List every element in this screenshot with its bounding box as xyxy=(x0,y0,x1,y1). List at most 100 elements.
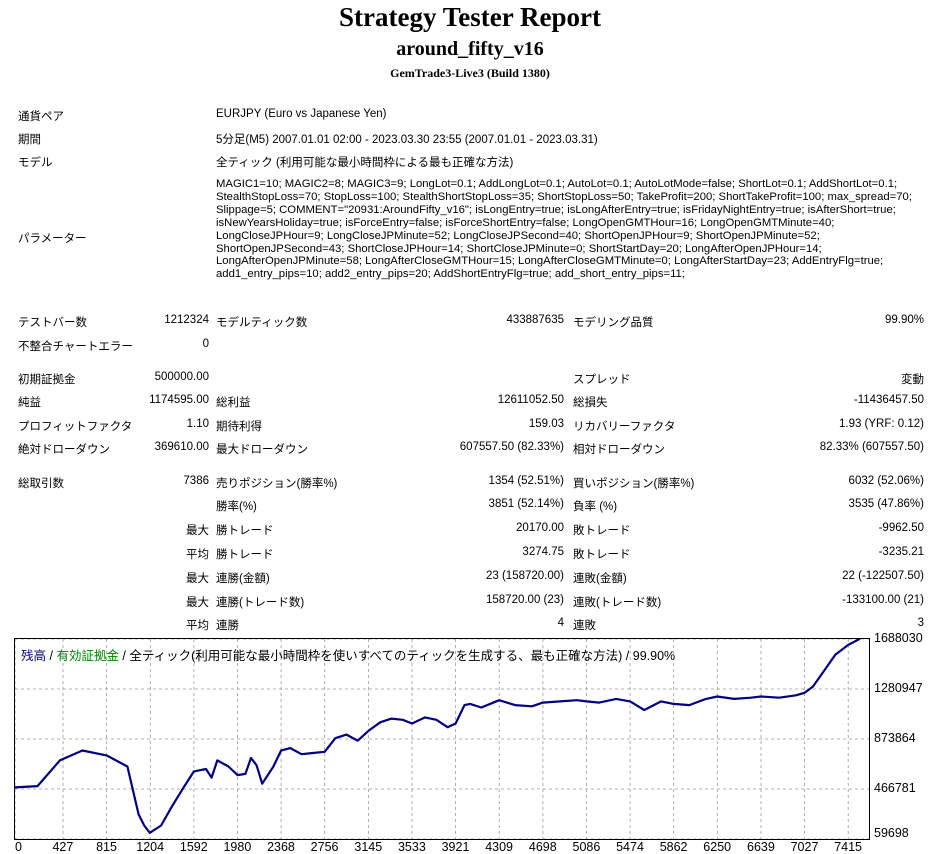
rel-drawdown-label: 相対ドローダウン xyxy=(573,444,665,456)
loss-rate-value: 3535 (47.86%) xyxy=(848,498,924,510)
avg-consec-wins-label: 連勝 xyxy=(216,620,239,632)
consec-wins-money-value: 23 (158720.00) xyxy=(485,570,564,582)
total-trades-label: 総取引数 xyxy=(18,478,64,490)
consec-wins-money-label: 連勝(金額) xyxy=(216,573,270,585)
x-tick-5086: 5086 xyxy=(572,840,601,854)
x-tick-6639: 6639 xyxy=(747,840,775,854)
consec-losses-count-value: -133100.00 (21) xyxy=(842,594,924,606)
avg-win-value: 3274.75 xyxy=(522,546,564,558)
mismatch-label: 不整合チャートエラー xyxy=(18,341,133,353)
avg-label-2: 平均 xyxy=(186,620,209,632)
report-title: Strategy Tester Report xyxy=(339,2,601,32)
period-value: 5分足(M5) 2007.01.01 02:00 - 2023.03.30 23… xyxy=(216,134,598,146)
profit-factor-value: 1.10 xyxy=(186,418,209,430)
avg-label: 平均 xyxy=(186,549,209,561)
consec-losses-money-value: 22 (-122507.50) xyxy=(842,570,924,582)
x-tick-6250: 6250 xyxy=(703,840,732,854)
balance-chart: 残高 / 有効証拠金 / 全ティック(利用可能な最小時間枠を使いすべてのティック… xyxy=(14,638,870,840)
y-tick-873864: 873864 xyxy=(874,731,916,745)
period-label: 期間 xyxy=(18,134,41,146)
consec-wins-count-label: 連勝(トレード数) xyxy=(216,597,305,609)
x-tick-3145: 3145 xyxy=(354,840,383,854)
x-tick-5474: 5474 xyxy=(616,840,644,854)
params-label: パラメーター xyxy=(18,233,87,245)
deposit-value: 500000.00 xyxy=(154,371,209,383)
x-tick-815: 815 xyxy=(96,840,117,854)
y-tick-1688030: 1688030 xyxy=(874,631,923,645)
avg-consec-losses-value: 3 xyxy=(917,617,924,629)
mismatch-value: 0 xyxy=(202,338,209,350)
x-tick-1980: 1980 xyxy=(223,840,252,854)
consec-losses-count-label: 連敗(トレード数) xyxy=(573,597,662,609)
x-tick-2756: 2756 xyxy=(310,840,339,854)
quality-label: モデリング品質 xyxy=(573,317,654,329)
server-build: GemTrade3-Live3 (Build 1380) xyxy=(390,66,550,80)
quality-value: 99.90% xyxy=(884,314,924,326)
largest-loss-label: 敗トレード xyxy=(573,525,631,537)
gross-profit-value: 12611052.50 xyxy=(497,394,564,406)
x-tick-0: 0 xyxy=(15,840,22,854)
chart-legend: 残高 / 有効証拠金 / 全ティック(利用可能な最小時間枠を使いすべてのティック… xyxy=(21,645,675,664)
largest-win-value: 20170.00 xyxy=(516,522,564,534)
win-rate-value: 3851 (52.14%) xyxy=(488,498,564,510)
expected-payoff-value: 159.03 xyxy=(528,418,564,430)
largest-loss-value: -9962.50 xyxy=(878,522,924,534)
max-label: 最大 xyxy=(186,525,209,537)
x-tick-4698: 4698 xyxy=(528,840,557,854)
spread-value: 変動 xyxy=(901,374,924,386)
short-positions-value: 1354 (52.51%) xyxy=(488,475,564,487)
net-profit-value: 1174595.00 xyxy=(149,394,209,406)
legend-equity: 有効証拠金 xyxy=(56,649,119,663)
y-tick-1280947: 1280947 xyxy=(874,681,923,695)
ticks-value: 433887635 xyxy=(506,314,564,326)
recovery-factor-label: リカバリーファクタ xyxy=(573,421,676,433)
ticks-label: モデルティック数 xyxy=(216,317,308,329)
x-tick-1592: 1592 xyxy=(179,840,208,854)
model-value: 全ティック (利用可能な最小時間枠による最も正確な方法) xyxy=(216,157,514,169)
deposit-label: 初期証拠金 xyxy=(18,374,76,386)
profit-factor-label: プロフィットファクタ xyxy=(18,421,133,433)
x-tick-7415: 7415 xyxy=(834,840,863,854)
max-drawdown-value: 607557.50 (82.33%) xyxy=(459,441,564,453)
consec-wins-count-value: 158720.00 (23) xyxy=(485,594,564,606)
legend-balance: 残高 xyxy=(21,649,47,663)
spread-label: スプレッド xyxy=(573,374,631,386)
gross-loss-label: 総損失 xyxy=(573,397,608,409)
total-trades-value: 7386 xyxy=(183,475,209,487)
pair-value: EURJPY (Euro vs Japanese Yen) xyxy=(216,108,387,120)
x-tick-5862: 5862 xyxy=(659,840,688,854)
loss-rate-label: 負率 (%) xyxy=(573,501,618,513)
balance-line xyxy=(15,639,861,834)
x-tick-3921: 3921 xyxy=(441,840,470,854)
bars-label: テストバー数 xyxy=(18,317,87,329)
abs-drawdown-value: 369610.00 xyxy=(154,441,209,453)
consec-losses-money-label: 連敗(金額) xyxy=(573,573,627,585)
max-label-3: 最大 xyxy=(186,597,209,609)
x-tick-4309: 4309 xyxy=(485,840,513,854)
avg-consec-wins-value: 4 xyxy=(557,617,564,629)
expected-payoff-label: 期待利得 xyxy=(216,421,262,433)
y-tick-466781: 466781 xyxy=(874,781,916,795)
avg-win-label: 勝トレード xyxy=(216,549,274,561)
net-profit-label: 純益 xyxy=(18,397,41,409)
max-drawdown-label: 最大ドローダウン xyxy=(216,444,308,456)
gross-loss-value: -11436457.50 xyxy=(853,394,924,406)
legend-rest: / 全ティック(利用可能な最小時間枠を使いすべてのティックを生成する、最も正確な… xyxy=(118,649,676,663)
avg-loss-label: 敗トレード xyxy=(573,549,631,561)
avg-consec-losses-label: 連敗 xyxy=(573,620,596,632)
x-tick-3533: 3533 xyxy=(397,840,426,854)
params-value: MAGIC1=10; MAGIC2=8; MAGIC3=9; LongLot=0… xyxy=(216,178,912,281)
gross-profit-label: 総利益 xyxy=(216,397,251,409)
expert-name: around_fifty_v16 xyxy=(396,38,544,60)
model-label: モデル xyxy=(18,157,53,169)
max-label-2: 最大 xyxy=(186,573,209,585)
short-positions-label: 売りポジション(勝率%) xyxy=(216,478,338,490)
abs-drawdown-label: 絶対ドローダウン xyxy=(18,444,110,456)
x-tick-1204: 1204 xyxy=(136,840,165,854)
recovery-factor-value: 1.93 (YRF: 0.12) xyxy=(838,418,924,430)
legend-sep: / xyxy=(46,649,57,663)
pair-label: 通貨ペア xyxy=(18,111,64,123)
bars-value: 1212324 xyxy=(164,314,209,326)
chart-plot xyxy=(15,639,869,839)
rel-drawdown-value: 82.33% (607557.50) xyxy=(819,441,924,453)
